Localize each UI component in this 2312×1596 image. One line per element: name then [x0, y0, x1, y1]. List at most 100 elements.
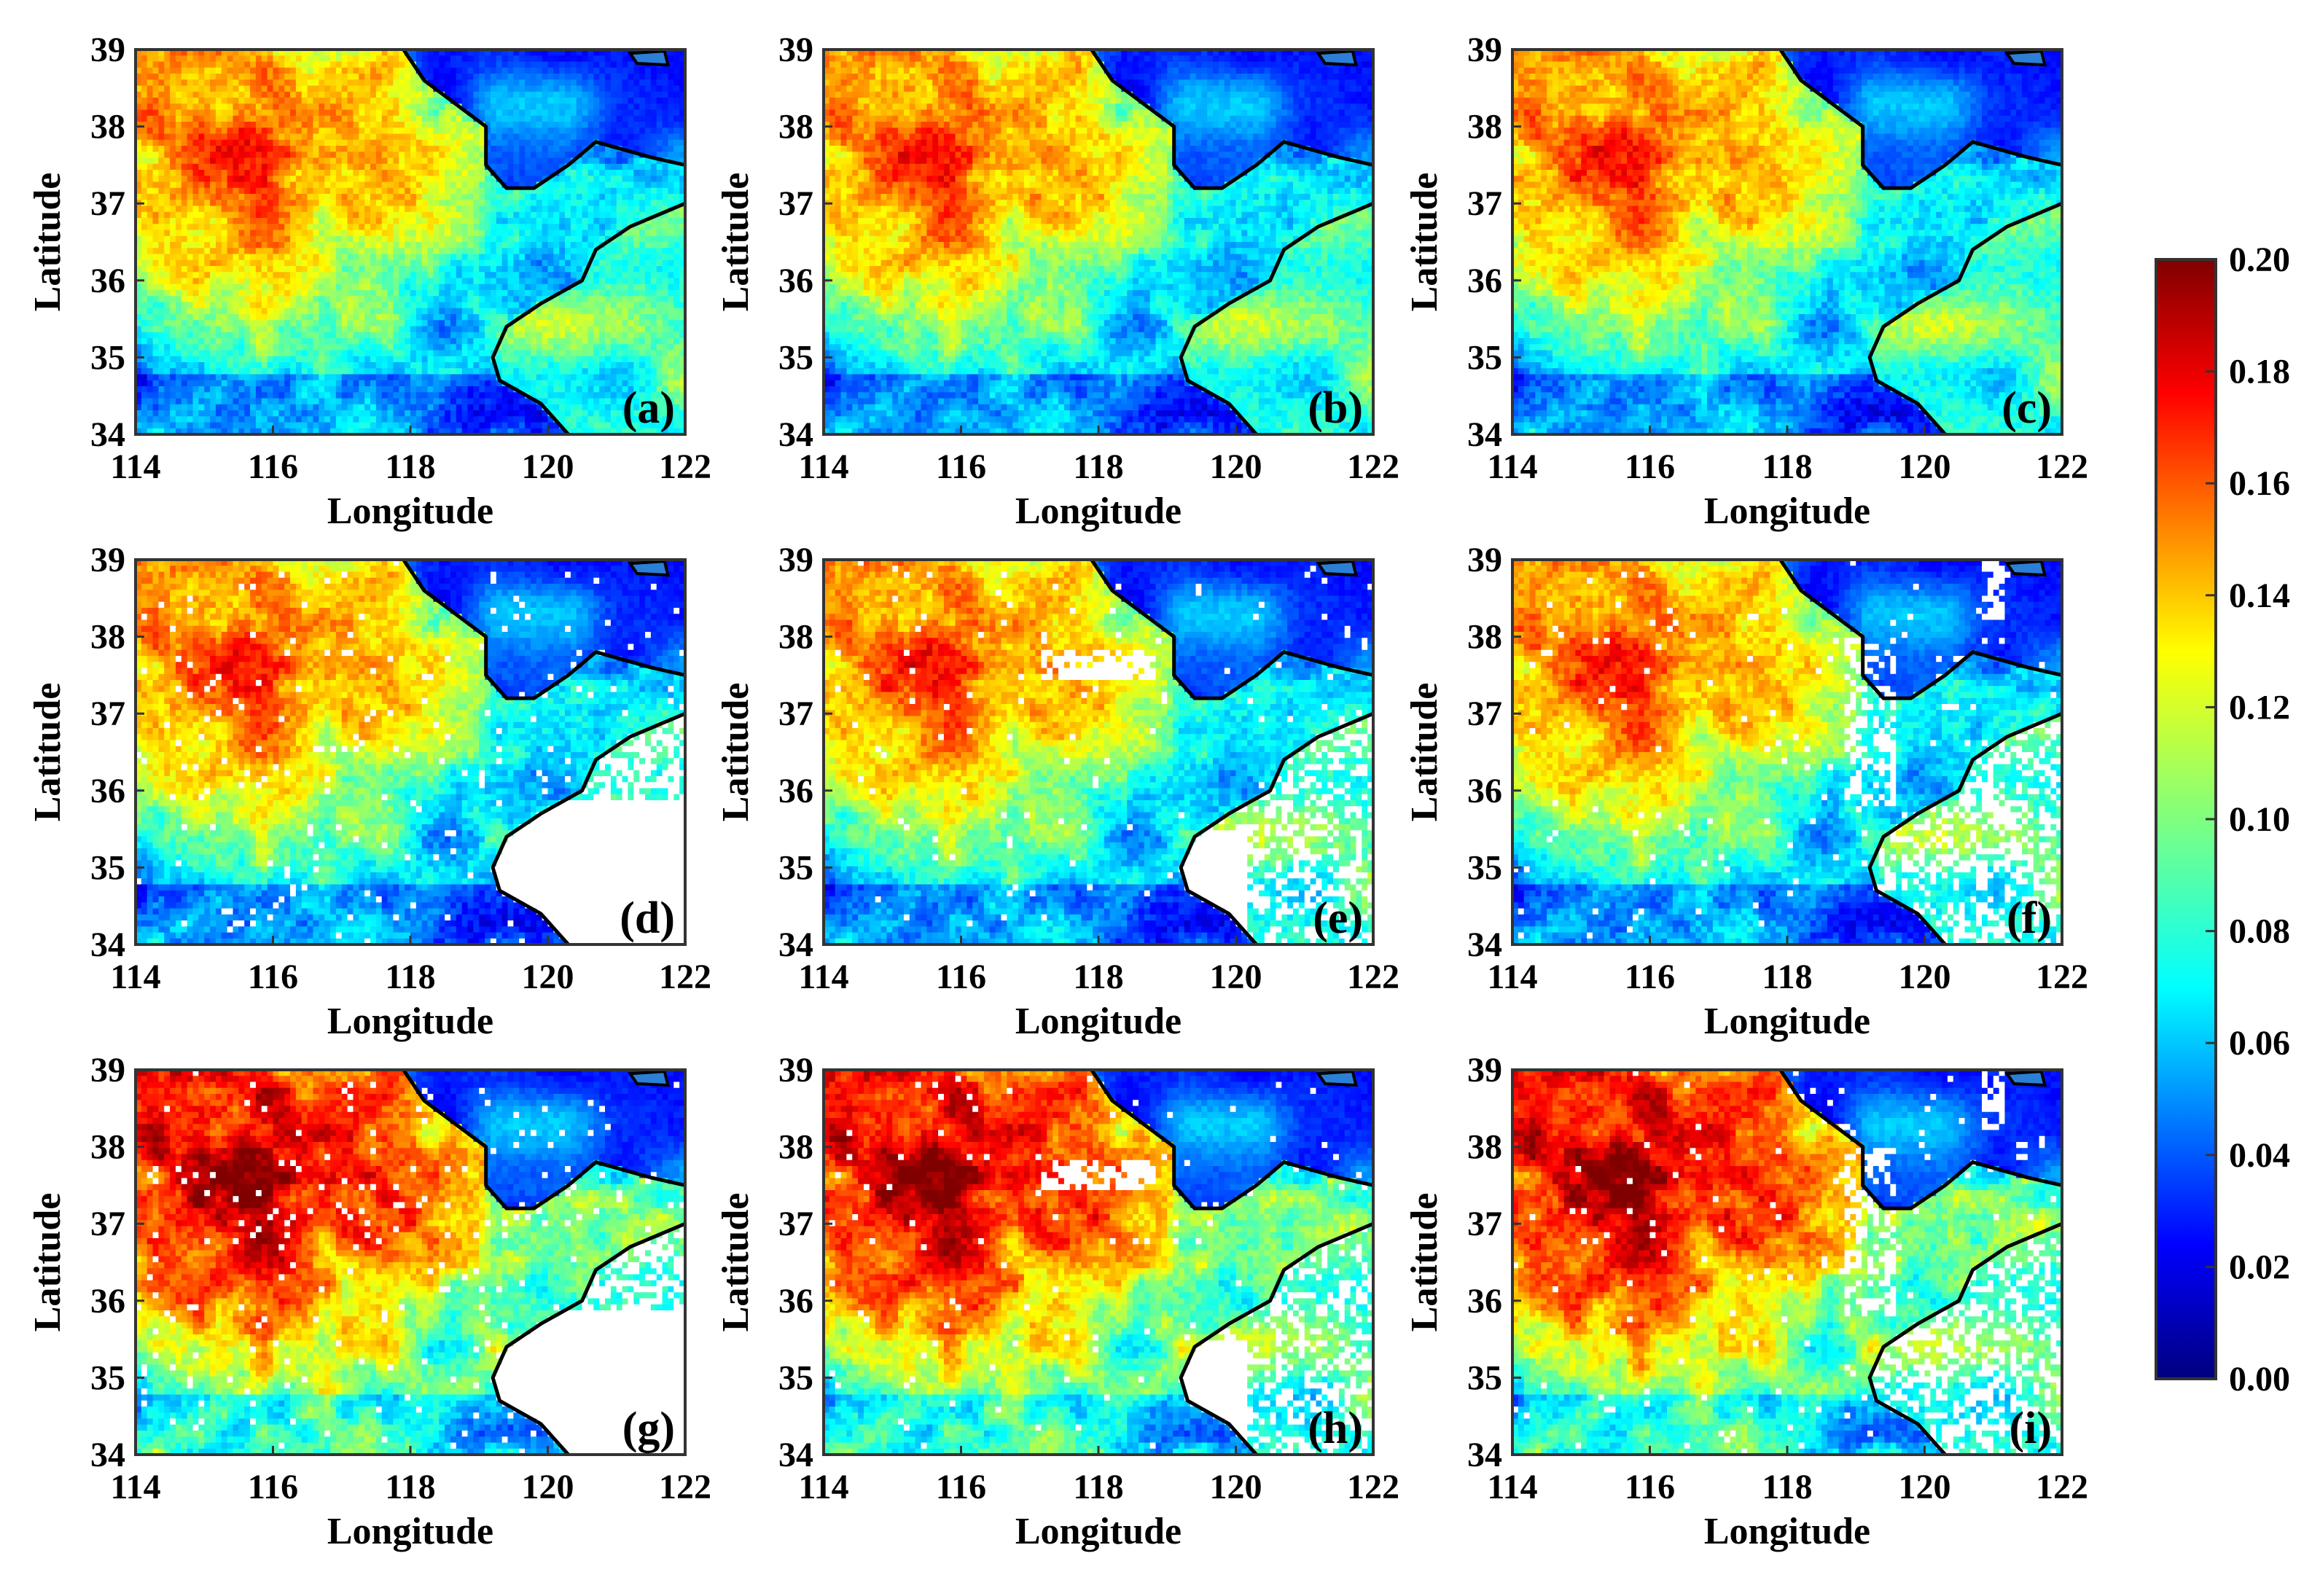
heatmap-cell [439, 194, 445, 200]
heatmap-cell [359, 320, 364, 326]
heatmap-cell [238, 416, 244, 423]
heatmap-cell [319, 338, 324, 345]
heatmap-cell [296, 338, 302, 345]
heatmap-cell [153, 278, 159, 285]
heatmap-cell [227, 55, 233, 62]
heatmap-cell [359, 332, 364, 339]
heatmap-cell [222, 206, 227, 213]
heatmap-cell [284, 266, 290, 273]
heatmap-cell [273, 103, 279, 110]
heatmap-cell [410, 182, 416, 189]
heatmap-cell [388, 272, 394, 278]
heatmap-cell [313, 176, 319, 182]
heatmap-cell [405, 278, 410, 285]
heatmap-cell [382, 194, 388, 200]
heatmap-cell [278, 176, 284, 182]
heatmap-cell [256, 79, 262, 86]
heatmap-cell [308, 375, 313, 381]
heatmap-cell [302, 362, 308, 369]
heatmap-cell [302, 182, 308, 189]
heatmap-cell [313, 272, 319, 278]
heatmap-cell [336, 128, 342, 134]
heatmap-cell [222, 362, 227, 369]
heatmap-cell [353, 284, 359, 291]
heatmap-cell [250, 314, 256, 321]
heatmap-cell [198, 362, 204, 369]
heatmap-cell [176, 182, 181, 189]
heatmap-cell [187, 236, 193, 243]
heatmap-cell [210, 116, 216, 122]
heatmap-cell [348, 128, 354, 134]
heatmap-cell [216, 266, 222, 273]
heatmap-cell [302, 404, 308, 411]
heatmap-cell [416, 344, 422, 351]
heatmap-cell [422, 134, 428, 141]
heatmap-cell [439, 140, 445, 146]
heatmap-cell [422, 320, 428, 326]
heatmap-cell [278, 344, 284, 351]
heatmap-cell [198, 164, 204, 171]
heatmap-cell [244, 356, 250, 363]
heatmap-cell [416, 152, 422, 158]
heatmap-cell [176, 79, 181, 86]
heatmap-cell [164, 302, 170, 309]
heatmap-cell [433, 74, 439, 80]
heatmap-cell [359, 62, 364, 69]
heatmap-cell [141, 272, 147, 278]
heatmap-cell [244, 98, 250, 104]
heatmap-cell [222, 284, 227, 291]
heatmap-cell [405, 392, 410, 399]
heatmap-cell [170, 140, 176, 146]
heatmap-cell [222, 176, 227, 182]
heatmap-cell [284, 206, 290, 213]
heatmap-cell [393, 62, 399, 69]
heatmap-cell [164, 392, 170, 399]
heatmap-cell [422, 338, 428, 345]
heatmap-cell [176, 86, 181, 93]
heatmap-cell [290, 98, 296, 104]
heatmap-cell [439, 236, 445, 243]
heatmap-cell [388, 134, 394, 141]
heatmap-cell [364, 320, 370, 326]
heatmap-cell [422, 302, 428, 309]
heatmap-cell [296, 86, 302, 93]
heatmap-cell [302, 380, 308, 387]
heatmap-cell [422, 55, 428, 62]
heatmap-cell [359, 416, 364, 423]
heatmap-cell [393, 103, 399, 110]
heatmap-cell [376, 266, 382, 273]
heatmap-cell [147, 248, 153, 254]
heatmap-cell [141, 103, 147, 110]
heatmap-cell [158, 416, 164, 423]
heatmap-cell [376, 338, 382, 345]
heatmap-cell [308, 79, 313, 86]
heatmap-cell [181, 423, 187, 429]
heatmap-cell [370, 194, 376, 200]
heatmap-cell [141, 423, 147, 429]
heatmap-cell [399, 284, 405, 291]
heatmap-cell [164, 92, 170, 98]
heatmap-cell [399, 68, 405, 74]
heatmap-cell [233, 326, 239, 333]
heatmap-cell [284, 152, 290, 158]
heatmap-cell [273, 344, 279, 351]
heatmap-cell [370, 326, 376, 333]
heatmap-cell [141, 79, 147, 86]
heatmap-cell [210, 182, 216, 189]
heatmap-cell [405, 284, 410, 291]
heatmap-cell [204, 79, 210, 86]
heatmap-cell [233, 351, 239, 357]
heatmap-cell [410, 404, 416, 411]
heatmap-cell [296, 188, 302, 195]
heatmap-cell [227, 314, 233, 321]
heatmap-cell [147, 332, 153, 339]
heatmap-cell [238, 188, 244, 195]
heatmap-cell [158, 368, 164, 375]
heatmap-cell [359, 103, 364, 110]
heatmap-cell [181, 242, 187, 249]
heatmap-cell [262, 86, 267, 93]
heatmap-cell [324, 332, 330, 339]
heatmap-cell [256, 103, 262, 110]
heatmap-cell [422, 368, 428, 375]
heatmap-cell [370, 152, 376, 158]
